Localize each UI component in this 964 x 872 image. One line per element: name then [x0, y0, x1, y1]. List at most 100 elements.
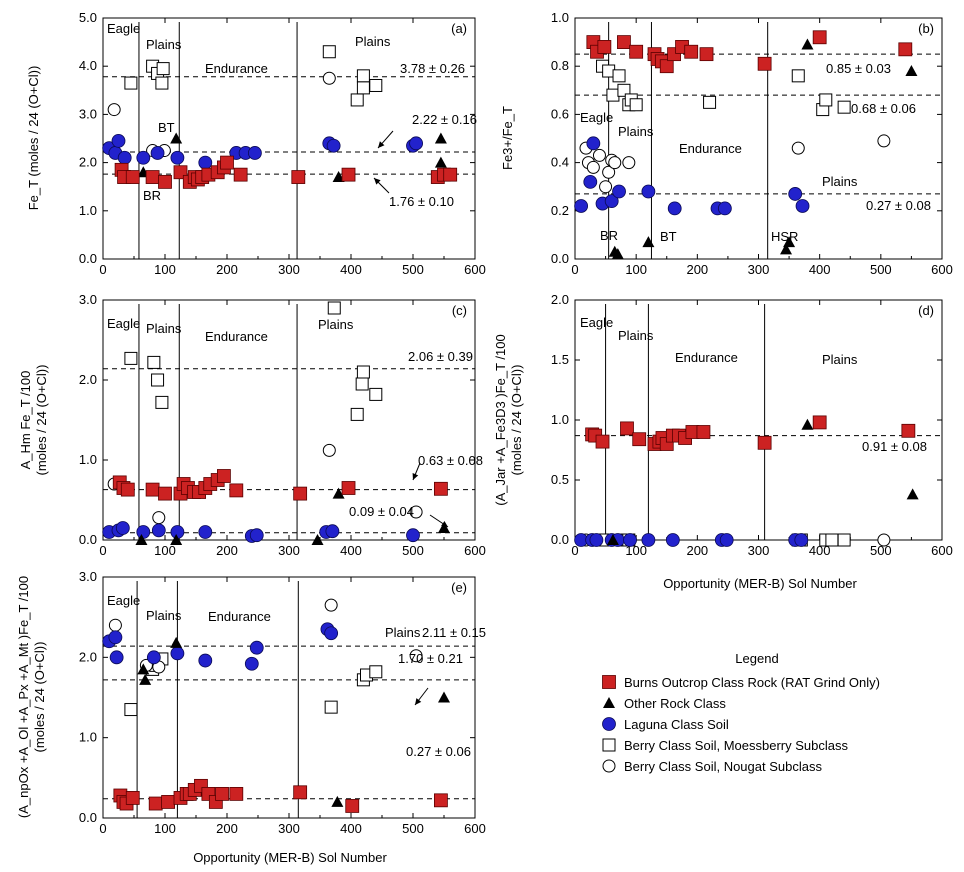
mean-label: 1.70 ± 0.21: [398, 651, 463, 666]
point-moess: [617, 83, 631, 97]
point-nougat: [409, 649, 423, 663]
point-moess: [156, 62, 170, 76]
x-tick-label: 200: [216, 821, 238, 836]
y-tick-label: 2.0: [79, 372, 97, 387]
point-nougat: [107, 103, 121, 117]
y-tick-label: 2.0: [79, 649, 97, 664]
y-tick-label: 0.8: [551, 58, 569, 73]
point-burns: [898, 42, 913, 57]
region-label: Plains: [618, 328, 654, 343]
point-laguna: [623, 533, 637, 547]
x-tick-label: 100: [154, 262, 176, 277]
point-laguna: [117, 150, 132, 165]
point-laguna: [136, 150, 151, 165]
panel-label: (c): [452, 303, 467, 318]
panel-label: (e): [451, 580, 467, 595]
x-tick-label: 600: [464, 262, 486, 277]
point-burns: [216, 469, 231, 483]
point-laguna: [717, 201, 732, 216]
point-moess: [837, 100, 851, 114]
point-nougat: [877, 134, 891, 148]
point-moess: [350, 407, 364, 421]
region-label: Eagle: [107, 593, 140, 608]
y-axis-label: (moles / 24 (O+Cl)): [34, 365, 49, 476]
panel-a: 0 100 200 300 400 500 600 0.0 1.0 2.0 3.0 4.0 5.0 Eag…: [26, 10, 486, 277]
point-laguna: [151, 523, 166, 538]
point-other: [434, 132, 447, 144]
point-laguna: [198, 155, 213, 170]
region-label: Eagle: [107, 316, 140, 331]
annotation-arrowhead: [374, 178, 381, 185]
y-tick-label: 0.0: [551, 251, 569, 266]
x-tick-label: 0: [571, 543, 578, 558]
point-laguna: [324, 626, 339, 641]
y-axis-label: (moles / 24 (O+Cl)): [509, 365, 524, 476]
point-burns: [293, 486, 308, 501]
point-nougat: [877, 533, 891, 547]
legend-marker-laguna: [602, 717, 616, 731]
point-laguna: [326, 138, 341, 153]
point-burns: [148, 796, 163, 811]
legend: Legend Burns Outcrop Class Rock (RAT Gri…: [602, 651, 880, 774]
point-other: [438, 522, 450, 533]
region-label: Plains: [318, 317, 354, 332]
panel-label: (b): [918, 21, 934, 36]
x-tick-label: 500: [870, 543, 892, 558]
point-burns: [684, 44, 699, 59]
x-tick-label: 0: [571, 262, 578, 277]
point-other: [139, 673, 152, 685]
point-nougat: [322, 443, 336, 457]
point-burns: [443, 167, 458, 182]
point-moess: [629, 98, 643, 112]
point-moess: [703, 95, 717, 109]
region-label: Endurance: [675, 350, 738, 365]
annotation-arrowhead: [415, 698, 422, 705]
y-axis-label: Fe3+/Fe_T: [500, 106, 515, 170]
point-burns: [293, 785, 308, 800]
mean-label: 0.85 ± 0.03: [826, 61, 891, 76]
point-burns: [901, 423, 916, 438]
point-laguna: [719, 533, 734, 547]
point-laguna: [586, 136, 601, 151]
point-burns: [161, 795, 176, 809]
mean-label: 3.78 ± 0.26: [400, 61, 465, 76]
region-label: Endurance: [205, 61, 268, 76]
point-burns: [812, 415, 827, 430]
point-moess: [324, 700, 338, 714]
point-laguna: [641, 184, 656, 199]
point-other: [905, 65, 918, 77]
point-laguna: [589, 533, 604, 547]
point-moess: [369, 665, 383, 679]
point-laguna: [247, 146, 262, 160]
point-other: [801, 38, 814, 50]
point-burns: [659, 59, 674, 74]
legend-entry-label: Berry Class Soil, Nougat Subclass: [624, 759, 822, 774]
point-moess: [791, 69, 805, 83]
point-burns: [620, 421, 634, 436]
point-burns: [145, 170, 160, 184]
point-moess: [124, 76, 138, 90]
y-axis-label: (A_npOx +A_Ol +A_Px +A_Mt )Fe_T /100: [16, 576, 31, 818]
point-burns: [220, 155, 234, 170]
x-tick-label: 400: [340, 543, 362, 558]
x-tick-label: 200: [686, 262, 708, 277]
x-tick-label: 400: [340, 262, 362, 277]
y-tick-label: 0.6: [551, 106, 569, 121]
region-label: Plains: [146, 37, 182, 52]
x-axis-label-e: Opportunity (MER-B) Sol Number: [193, 850, 387, 865]
legend-entry: Burns Outcrop Class Rock (RAT Grind Only…: [602, 675, 880, 690]
legend-marker-other: [603, 697, 615, 708]
point-burns: [617, 35, 631, 49]
point-other: [780, 243, 793, 255]
point-laguna: [794, 533, 809, 547]
legend-entry: Laguna Class Soil: [602, 717, 729, 732]
x-tick-label: 500: [870, 262, 892, 277]
point-burns: [125, 170, 140, 184]
point-moess: [155, 76, 169, 90]
point-laguna: [325, 524, 340, 539]
point-moess: [819, 93, 833, 107]
point-burns: [341, 167, 356, 182]
point-other: [137, 663, 150, 675]
panel-label: (d): [918, 303, 934, 318]
